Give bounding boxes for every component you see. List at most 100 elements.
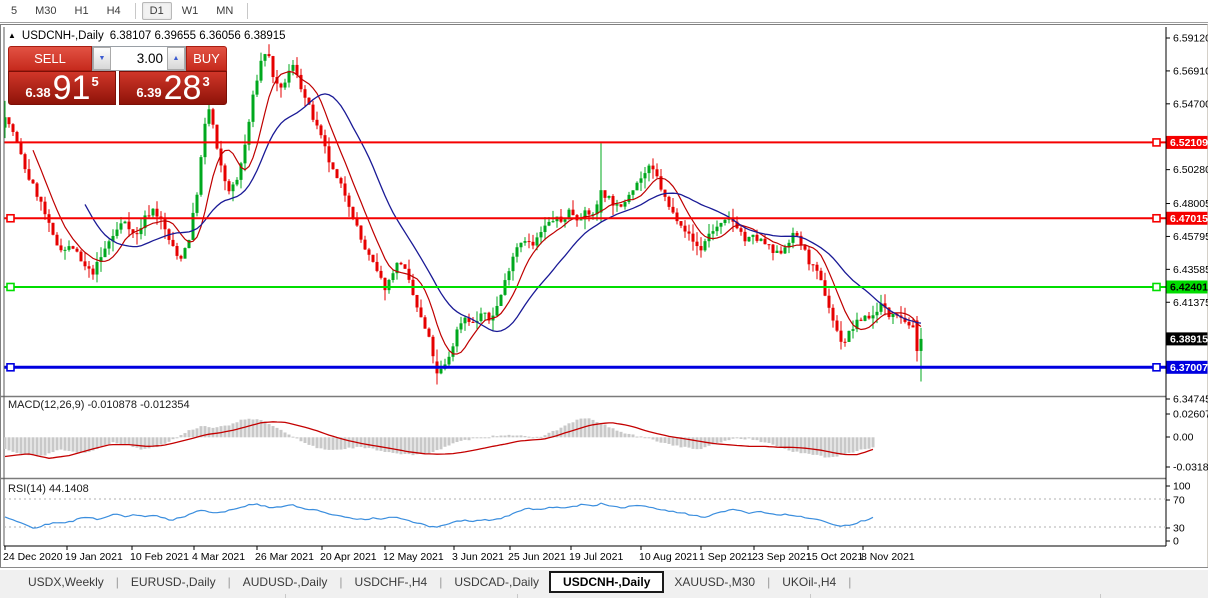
volume-increase-icon[interactable]: ▲ xyxy=(167,47,185,70)
price-tick-label: 6.54700 xyxy=(1173,98,1208,110)
timeframe-button-m30[interactable]: M30 xyxy=(35,5,57,17)
price-tick-label: 6.34745 xyxy=(1173,394,1208,406)
rsi-layer xyxy=(4,498,1166,529)
sell-price-display[interactable]: 6.38 91 5 xyxy=(8,71,116,105)
ma-fast-line xyxy=(32,70,922,355)
tab-separator: | xyxy=(115,575,119,589)
level-line-handle xyxy=(1152,213,1161,223)
price-tag xyxy=(1166,360,1208,374)
price-tag xyxy=(1166,332,1208,346)
macd-layer xyxy=(4,418,875,459)
rsi-tick-label: 100 xyxy=(1173,481,1191,493)
date-label: 8 Nov 2021 xyxy=(861,551,915,563)
level-line-handle xyxy=(6,363,15,372)
level-line-handle xyxy=(6,213,15,223)
tab-separator: | xyxy=(339,575,343,589)
splitter-mark xyxy=(285,594,286,598)
rsi-indicator-label: RSI(14) 44.1408 xyxy=(8,483,89,495)
buy-price-point: 3 xyxy=(202,74,210,89)
chart-tab-eurusd-daily[interactable]: EURUSD-,Daily xyxy=(130,575,216,589)
date-label: 1 Sep 2021 xyxy=(699,551,753,563)
timeframe-button-h4[interactable]: H4 xyxy=(106,5,121,17)
level-line-handle xyxy=(1152,363,1161,372)
date-label: 20 Apr 2021 xyxy=(320,551,377,563)
volume-stepper: ▼ ▲ xyxy=(92,46,186,71)
date-label: 24 Dec 2020 xyxy=(3,551,63,563)
chart-tabs-bar: USDX,Weekly | EURUSD-,Daily | AUDUSD-,Daily |… xyxy=(0,569,1208,594)
timeframe-button-d1[interactable]: D1 xyxy=(141,2,172,20)
date-label: 12 May 2021 xyxy=(383,551,444,563)
chart-tab-usdcnh-daily[interactable]: USDCNH-,Daily xyxy=(549,571,665,593)
volume-input[interactable] xyxy=(111,47,167,70)
timeframe-button-h1[interactable]: H1 xyxy=(74,5,89,17)
date-label: 25 Jun 2021 xyxy=(508,551,566,563)
price-tick-label: 6.45795 xyxy=(1173,231,1208,243)
level-line-handle xyxy=(1152,138,1161,147)
price-tag-label: 6.47015 xyxy=(1170,213,1208,225)
buy-price-big-figure: 6.39 xyxy=(136,85,162,100)
date-label: 15 Oct 2021 xyxy=(806,551,863,563)
tab-separator: | xyxy=(439,575,443,589)
rsi-tick-label: 30 xyxy=(1173,523,1185,535)
chart-tab-audusd-daily[interactable]: AUDUSD-,Daily xyxy=(242,575,328,589)
toolbar-separator xyxy=(134,3,136,19)
chart-tab-usdcad-daily[interactable]: USDCAD-,Daily xyxy=(454,575,540,589)
date-label: 19 Jan 2021 xyxy=(65,551,123,563)
splitter-mark xyxy=(810,594,811,598)
sell-price-pips: 91 xyxy=(52,69,91,107)
date-label: 10 Feb 2021 xyxy=(130,551,189,563)
tab-separator: | xyxy=(848,575,852,589)
chart-tab-usdchf-h4[interactable]: USDCHF-,H4 xyxy=(354,575,428,589)
sell-price-big-figure: 6.38 xyxy=(25,85,51,100)
chart-symbol-label: USDCNH-,Daily xyxy=(21,30,104,42)
date-label: 19 Jul 2021 xyxy=(569,551,623,563)
price-tag-label: 6.42401 xyxy=(1170,281,1208,293)
tab-separator: | xyxy=(767,575,771,589)
timeframe-button-5[interactable]: 5 xyxy=(11,5,18,17)
buy-price-pips: 28 xyxy=(163,69,202,107)
level-line-handle xyxy=(6,282,15,292)
chart-background xyxy=(1,25,1207,568)
chart-tab-usdx-weekly[interactable]: USDX,Weekly xyxy=(28,575,104,589)
bottom-status-strip xyxy=(0,594,1208,598)
timeframe-button-w1[interactable]: W1 xyxy=(181,5,199,17)
date-label: 4 Mar 2021 xyxy=(192,551,245,563)
chart-tab-ukoil-h4[interactable]: UKOil-,H4 xyxy=(782,575,837,589)
toolbar-separator xyxy=(247,3,249,19)
rsi-tick-label: 70 xyxy=(1173,495,1185,507)
collapse-panel-icon[interactable]: ▲ xyxy=(8,30,16,40)
price-tick-label: 6.56910 xyxy=(1173,65,1208,77)
buy-price-display[interactable]: 6.39 28 3 xyxy=(119,71,227,105)
price-tick-label: 6.43585 xyxy=(1173,264,1208,276)
splitter-mark xyxy=(1100,594,1101,598)
ma-slow-line xyxy=(84,93,922,333)
timeframe-button-mn[interactable]: MN xyxy=(216,5,234,17)
price-tag xyxy=(1166,211,1208,225)
buy-button[interactable]: BUY xyxy=(186,46,227,71)
price-tag-label: 6.52109 xyxy=(1170,137,1208,149)
date-label: 23 Sep 2021 xyxy=(752,551,812,563)
date-label: 3 Jun 2021 xyxy=(452,551,504,563)
price-tick-label: 6.59120 xyxy=(1173,33,1208,45)
volume-decrease-icon[interactable]: ▼ xyxy=(93,47,111,70)
level-line-handle xyxy=(1152,282,1161,292)
sell-price-point: 5 xyxy=(91,74,99,89)
splitter-mark xyxy=(517,594,518,598)
price-tick-label: 6.41375 xyxy=(1173,297,1208,309)
price-tag-label: 6.37007 xyxy=(1170,362,1208,374)
date-label: 10 Aug 2021 xyxy=(639,551,698,563)
one-click-trading-panel: SELL ▼ ▲ BUY 6.38 91 5 6.39 28 3 xyxy=(8,46,227,105)
macd-tick-label: -0.03187 xyxy=(1173,462,1208,474)
tab-separator: | xyxy=(227,575,231,589)
date-label: 26 Mar 2021 xyxy=(255,551,314,563)
timeframe-toolbar: 5 M30 H1 H4 D1 W1 MN xyxy=(0,0,1208,23)
macd-tick-label: 0.02607 xyxy=(1173,409,1208,421)
sell-button[interactable]: SELL xyxy=(8,46,92,71)
price-tick-label: 6.50280 xyxy=(1173,164,1208,176)
price-tag-label: 6.38915 xyxy=(1170,333,1208,345)
price-tag xyxy=(1166,135,1208,149)
chart-title: ▲ USDCNH-,Daily 6.38107 6.39655 6.36056 … xyxy=(8,30,286,42)
chart-tab-xauusd-m30[interactable]: XAUUSD-,M30 xyxy=(674,575,756,589)
